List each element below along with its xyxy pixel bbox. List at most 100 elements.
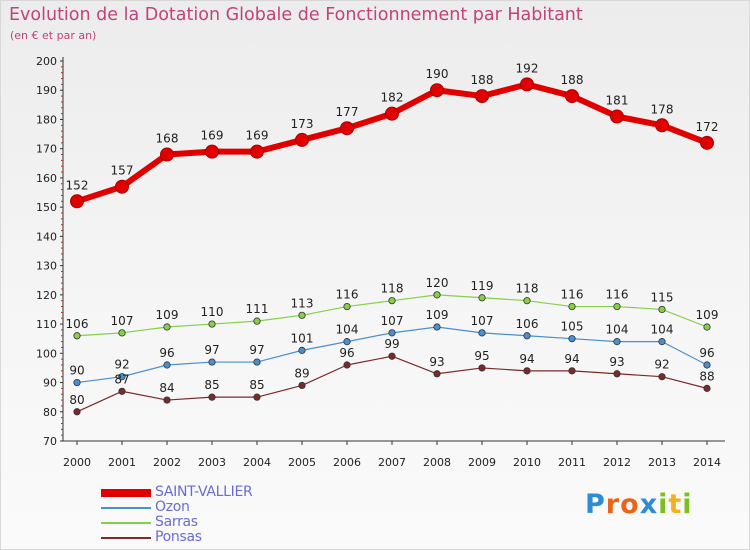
legend-label: SAINT-VALLIER [155,484,253,500]
data-point [433,291,441,299]
data-label: 110 [201,305,224,319]
data-label: 107 [471,314,494,328]
y-tick-label: 190 [36,84,57,97]
series-ponsas [73,352,711,416]
series-sarras [73,291,711,340]
x-tick-label: 2000 [63,456,91,469]
data-point [163,323,171,331]
data-point [343,361,351,369]
data-label: 87 [114,372,129,386]
data-point [658,338,666,346]
legend: SAINT-VALLIER Ozon Sarras Ponsas [101,484,253,545]
data-label: 119 [471,279,494,293]
data-point [298,381,306,390]
legend-item-ponsas: Ponsas [101,530,252,545]
legend-swatch [101,488,151,497]
y-tick-label: 90 [43,377,57,390]
data-point [73,378,81,387]
data-point [163,361,171,369]
data-point [523,297,531,305]
data-label: 182 [381,91,404,105]
data-point [523,332,531,340]
data-label: 152 [66,178,89,192]
logo-letter: i [682,489,693,520]
x-tick-label: 2006 [333,456,361,469]
data-point [433,370,441,378]
data-point [295,132,309,147]
chart-axes: 7080901001101201301401501601701801902002… [36,55,725,469]
data-point [388,297,396,305]
logo-letter: i [658,489,669,520]
data-point [118,373,126,381]
data-point [298,311,306,319]
data-point [658,373,666,381]
chart-subtitle: (en € et par an) [10,29,97,42]
data-label: 93 [429,355,444,369]
data-label: 106 [66,317,89,331]
x-tick-label: 2008 [423,456,451,469]
data-point [208,358,216,366]
y-tick-label: 200 [36,55,57,68]
logo-letter: r [605,489,621,520]
data-label: 80 [69,393,84,407]
data-point [298,346,306,354]
x-tick-label: 2013 [648,456,676,469]
x-tick-label: 2004 [243,456,271,469]
legend-label: Ozon [155,499,190,515]
series-layer [70,77,714,416]
data-point [433,323,441,331]
x-tick-label: 2005 [288,456,316,469]
data-label: 116 [606,288,629,302]
series-ozon [73,323,711,387]
data-label: 88 [699,369,714,383]
legend-item-saint-vallier: SAINT-VALLIER [101,484,253,500]
data-point [253,358,261,366]
y-tick-label: 80 [43,406,57,419]
data-point [703,384,711,392]
y-tick-label: 120 [36,289,57,302]
y-tick-label: 100 [36,347,57,360]
y-tick-label: 70 [43,435,57,448]
data-label: 89 [294,366,309,380]
data-point [73,408,81,416]
data-point [208,320,216,328]
data-point [205,144,219,159]
y-tick-label: 110 [36,318,57,331]
data-point [568,335,576,343]
x-tick-label: 2012 [603,456,631,469]
data-point [163,396,171,404]
data-label: 116 [336,288,359,302]
data-label: 90 [69,364,84,378]
data-label: 97 [249,343,264,357]
data-point [250,144,264,159]
data-point [343,338,351,346]
data-label: 192 [516,61,539,75]
data-point [340,121,354,136]
data-label: 84 [159,381,174,395]
data-point [475,89,489,104]
data-label: 169 [246,129,269,143]
data-point [613,370,621,378]
data-label: 109 [696,308,719,322]
data-point [253,393,261,401]
data-label: 94 [519,352,534,366]
data-point [388,352,396,360]
x-tick-label: 2010 [513,456,541,469]
data-point [658,305,666,314]
x-tick-label: 2007 [378,456,406,469]
y-tick-label: 180 [36,113,57,126]
data-label: 96 [339,346,354,360]
logo-letter: P [585,489,606,520]
data-label: 178 [651,102,674,116]
data-label: 190 [426,67,449,81]
data-label: 107 [111,314,134,328]
data-point [703,323,711,331]
data-label: 181 [606,94,629,108]
data-point [610,109,624,124]
data-point [343,302,351,311]
data-point [655,118,669,133]
data-label: 85 [249,378,264,392]
data-label: 105 [561,320,584,334]
